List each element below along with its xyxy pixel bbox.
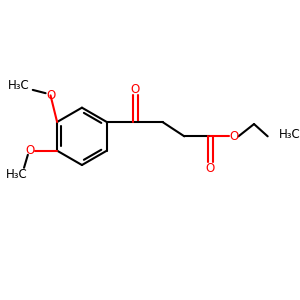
Text: O: O xyxy=(229,130,238,143)
Text: H₃C: H₃C xyxy=(5,168,27,181)
Text: H₃C: H₃C xyxy=(8,79,30,92)
Text: O: O xyxy=(206,162,215,175)
Text: H₃C: H₃C xyxy=(279,128,300,142)
Text: O: O xyxy=(26,144,35,157)
Text: O: O xyxy=(46,89,55,102)
Text: O: O xyxy=(130,83,140,96)
